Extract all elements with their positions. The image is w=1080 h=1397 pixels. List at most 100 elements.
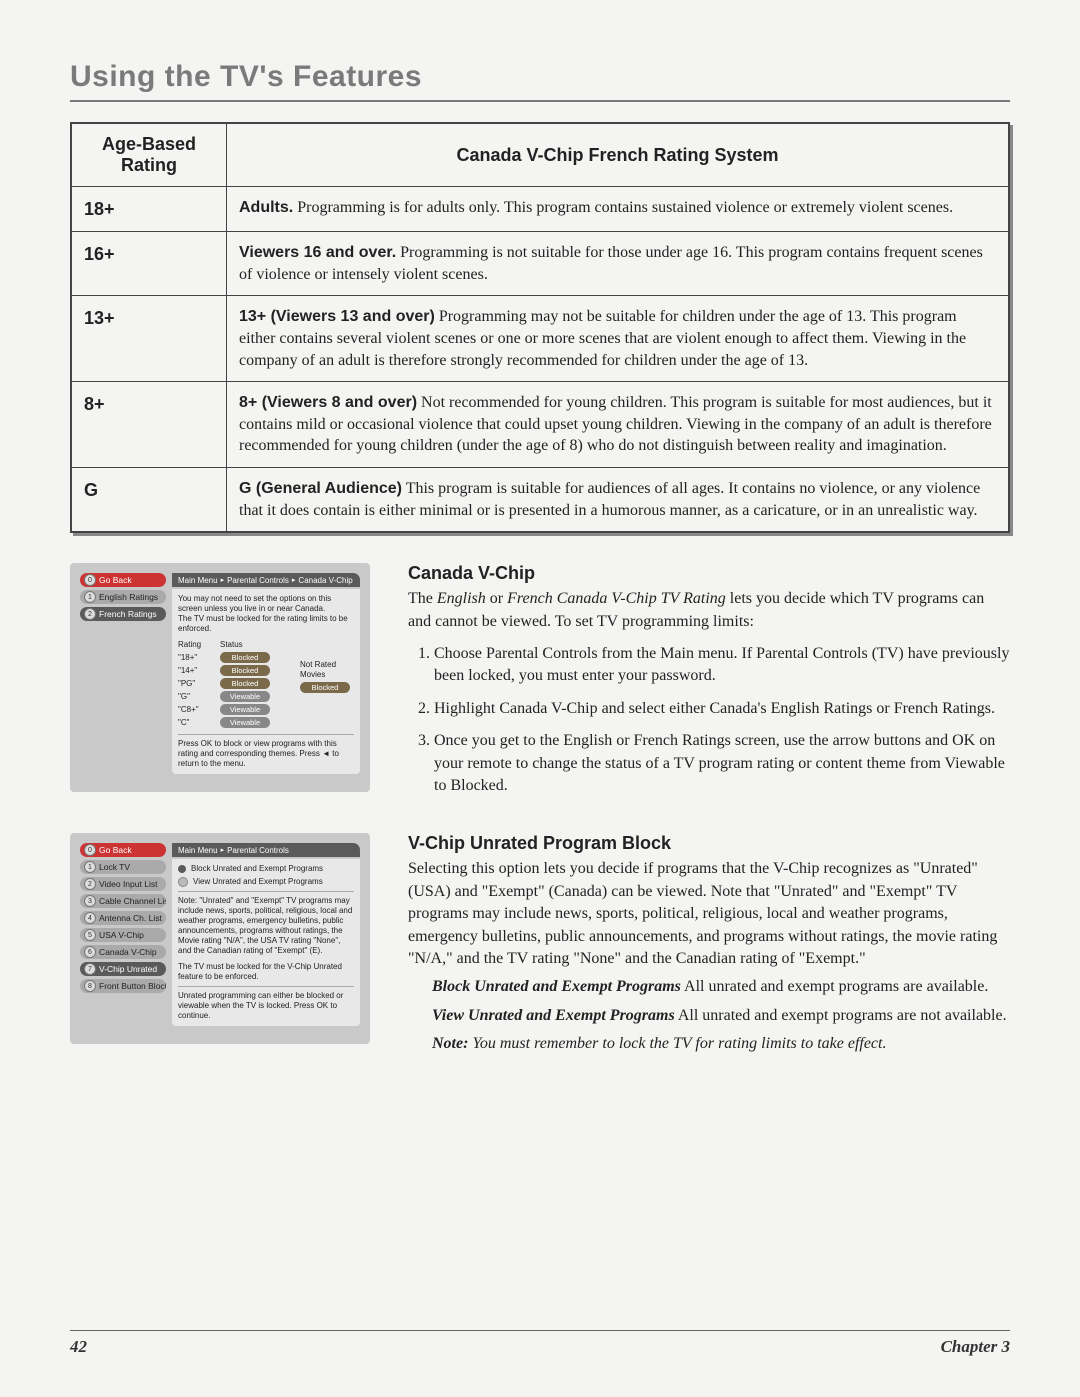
menu-item-label: Antenna Ch. List: [99, 913, 162, 923]
table-row: 18+Adults. Programming is for adults onl…: [71, 187, 1009, 232]
menu-note: The TV must be locked for the V-Chip Unr…: [178, 962, 354, 982]
menu-item-number: 3: [84, 895, 96, 907]
menu-option: View Unrated and Exempt Programs: [193, 877, 323, 886]
status-pill: Blocked: [220, 652, 270, 663]
description-cell: 8+ (Viewers 8 and over) Not recommended …: [227, 382, 1010, 468]
status-pill: Blocked: [220, 665, 270, 676]
menu-item: 7V-Chip Unrated: [80, 962, 166, 976]
status-pill: Viewable: [220, 704, 270, 715]
menu-item-number: 4: [84, 912, 96, 924]
section-canada-vchip: 0Go Back1English Ratings2French Ratings …: [70, 563, 1010, 807]
screenshot-vchip-unrated: 0Go Back1Lock TV2Video Input List3Cable …: [70, 833, 370, 1044]
section-heading: V-Chip Unrated Program Block: [408, 833, 1010, 854]
menu-item-label: French Ratings: [99, 609, 157, 619]
menu-item-label: USA V-Chip: [99, 930, 144, 940]
menu-item-label: V-Chip Unrated: [99, 964, 157, 974]
menu-item: 8Front Button Block: [80, 979, 166, 993]
description-cell: G (General Audience) This program is sui…: [227, 468, 1010, 533]
rating-table: Age-Based Rating Canada V-Chip French Ra…: [70, 122, 1010, 533]
menu-item: 6Canada V-Chip: [80, 945, 166, 959]
screenshot-canada-vchip: 0Go Back1English Ratings2French Ratings …: [70, 563, 370, 792]
menu-item: 1English Ratings: [80, 590, 166, 604]
description-cell: Viewers 16 and over. Programming is not …: [227, 232, 1010, 296]
status-row: "18+"Blocked: [178, 652, 270, 663]
status-row: "G"Viewable: [178, 691, 270, 702]
menu-item-label: Go Back: [99, 575, 132, 585]
menu-note: Note: "Unrated" and "Exempt" TV programs…: [178, 896, 354, 956]
rating-cell: 8+: [71, 382, 227, 468]
radio-selected-icon: [178, 865, 186, 873]
section-vchip-unrated: 0Go Back1Lock TV2Video Input List3Cable …: [70, 833, 1010, 1061]
menu-item-number: 8: [84, 980, 96, 992]
chapter-title: Using the TV's Features: [70, 60, 1010, 102]
menu-item-number: 5: [84, 929, 96, 941]
body-text: The English or French Canada V-Chip TV R…: [408, 588, 1010, 633]
menu-item-number: 0: [84, 574, 96, 586]
step-item: Choose Parental Controls from the Main m…: [434, 643, 1010, 688]
menu-item: 2Video Input List: [80, 877, 166, 891]
menu-item-label: Cable Channel List: [99, 896, 166, 906]
menu-item: 4Antenna Ch. List: [80, 911, 166, 925]
col-header: Status: [220, 640, 243, 650]
rating-cell: G: [71, 468, 227, 533]
section-heading: Canada V-Chip: [408, 563, 1010, 584]
table-header-rating: Age-Based Rating: [71, 123, 227, 187]
status-pill: Blocked: [300, 682, 350, 693]
menu-item-label: Video Input List: [99, 879, 157, 889]
menu-item-label: Go Back: [99, 845, 132, 855]
rating-cell: 13+: [71, 296, 227, 382]
breadcrumb: Main Menu▸Parental Controls: [172, 843, 360, 857]
menu-item: 5USA V-Chip: [80, 928, 166, 942]
step-item: Highlight Canada V-Chip and select eithe…: [434, 698, 1010, 720]
table-row: 8+8+ (Viewers 8 and over) Not recommende…: [71, 382, 1009, 468]
rating-cell: 18+: [71, 187, 227, 232]
col-header: Rating: [178, 640, 212, 650]
menu-item: 0Go Back: [80, 573, 166, 587]
chapter-label: Chapter 3: [941, 1337, 1010, 1357]
body-text: Selecting this option lets you decide if…: [408, 858, 1010, 970]
status-pill: Viewable: [220, 717, 270, 728]
side-label: Not Rated Movies: [300, 660, 354, 680]
table-header-system: Canada V-Chip French Rating System: [227, 123, 1010, 187]
menu-item: 2French Ratings: [80, 607, 166, 621]
steps-list: Choose Parental Controls from the Main m…: [408, 643, 1010, 797]
description-cell: Adults. Programming is for adults only. …: [227, 187, 1010, 232]
step-item: Once you get to the English or French Ra…: [434, 730, 1010, 797]
table-row: 13+13+ (Viewers 13 and over) Programming…: [71, 296, 1009, 382]
menu-item-number: 0: [84, 844, 96, 856]
page-number: 42: [70, 1337, 87, 1357]
table-row: GG (General Audience) This program is su…: [71, 468, 1009, 533]
menu-item: 0Go Back: [80, 843, 166, 857]
menu-item-label: English Ratings: [99, 592, 158, 602]
menu-instruction: The TV must be locked for the rating lim…: [178, 614, 354, 634]
menu-instruction: You may not need to set the options on t…: [178, 594, 354, 614]
status-row: "14+"Blocked: [178, 665, 270, 676]
breadcrumb: Main Menu▸Parental Controls▸Canada V-Chi…: [172, 573, 360, 587]
description-cell: 13+ (Viewers 13 and over) Programming ma…: [227, 296, 1010, 382]
table-row: 16+Viewers 16 and over. Programming is n…: [71, 232, 1009, 296]
menu-footer-hint: Press OK to block or view programs with …: [178, 739, 354, 769]
radio-unselected-icon: [178, 877, 188, 887]
option-descriptions: Block Unrated and Exempt Programs All un…: [432, 976, 1010, 1055]
menu-item-label: Front Button Block: [99, 981, 166, 991]
menu-item: 3Cable Channel List: [80, 894, 166, 908]
page: Using the TV's Features Age-Based Rating…: [0, 0, 1080, 1397]
status-row: "C8+"Viewable: [178, 704, 270, 715]
menu-item-number: 1: [84, 861, 96, 873]
status-pill: Viewable: [220, 691, 270, 702]
status-pill: Blocked: [220, 678, 270, 689]
menu-item-label: Canada V-Chip: [99, 947, 157, 957]
menu-item-number: 6: [84, 946, 96, 958]
menu-item: 1Lock TV: [80, 860, 166, 874]
menu-item-number: 1: [84, 591, 96, 603]
menu-item-number: 2: [84, 878, 96, 890]
status-row: "PG"Blocked: [178, 678, 270, 689]
menu-item-label: Lock TV: [99, 862, 130, 872]
rating-cell: 16+: [71, 232, 227, 296]
menu-item-number: 7: [84, 963, 96, 975]
menu-footer-hint: Unrated programming can either be blocke…: [178, 991, 354, 1021]
menu-item-number: 2: [84, 608, 96, 620]
page-footer: 42 Chapter 3: [70, 1330, 1010, 1357]
status-row: "C"Viewable: [178, 717, 270, 728]
menu-option: Block Unrated and Exempt Programs: [191, 864, 323, 873]
